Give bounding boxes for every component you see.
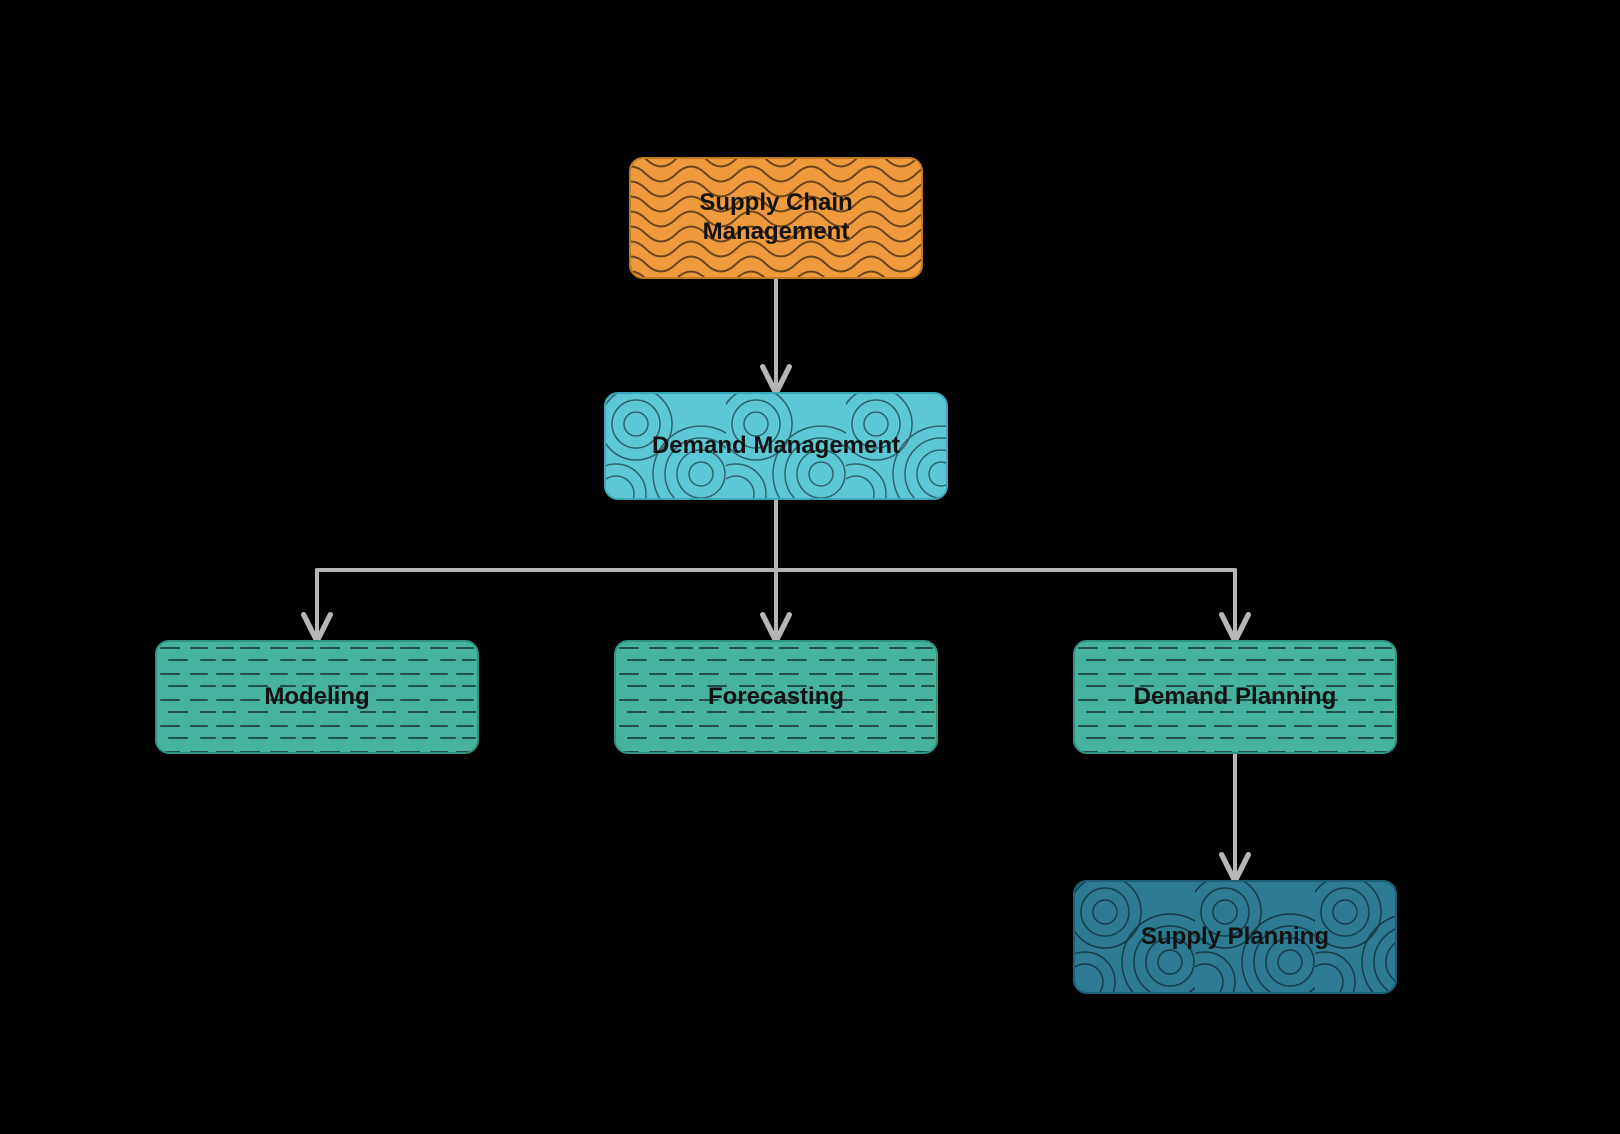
node-modeling: Modeling bbox=[155, 640, 479, 754]
node-forecasting: Forecasting bbox=[614, 640, 938, 754]
node-dm: Demand Management bbox=[604, 392, 948, 500]
node-label: Demand Management bbox=[652, 432, 900, 461]
node-label: Demand Planning bbox=[1134, 683, 1337, 712]
node-label: Forecasting bbox=[708, 683, 844, 712]
node-label: Supply Planning bbox=[1141, 923, 1329, 952]
node-demandplanning: Demand Planning bbox=[1073, 640, 1397, 754]
diagram-canvas: Supply Chain Management Demand Management… bbox=[0, 0, 1620, 1134]
node-label: Modeling bbox=[264, 683, 369, 712]
node-supplyplanning: Supply Planning bbox=[1073, 880, 1397, 994]
node-scm: Supply Chain Management bbox=[629, 157, 923, 279]
node-label: Supply Chain Management bbox=[699, 189, 852, 247]
